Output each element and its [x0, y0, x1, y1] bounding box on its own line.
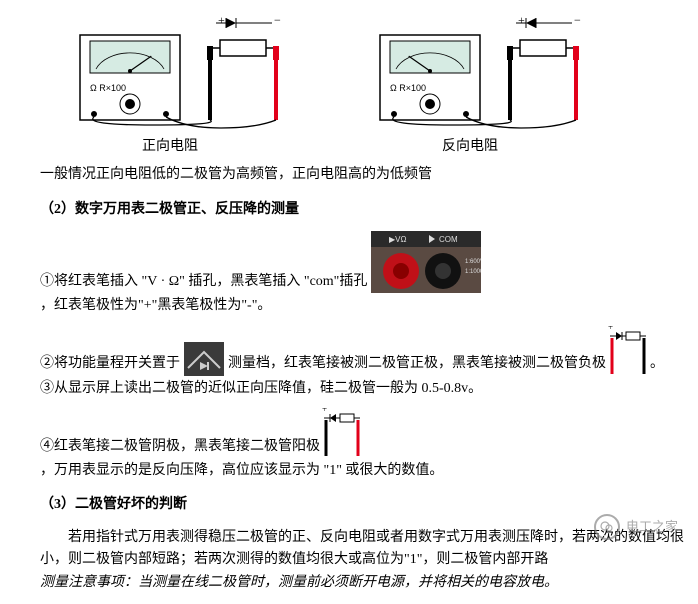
para3-1: 若用指针式万用表测得稳压二极管的正、反向电阻或者用数字式万用表测压降时，若两次的…	[40, 527, 688, 572]
watermark-text: 电工之家	[626, 517, 678, 538]
watermark: 电工之家	[594, 514, 678, 540]
step2-line: ②将功能量程开关置于 测量档，红表笔接被测二极管正极，黑表笔接被测二极管负极 +…	[40, 326, 688, 376]
figure-forward-caption: 正向电阻	[142, 136, 198, 158]
figure-forward: Ω R×100 + − 正向电阻	[50, 10, 290, 158]
step4-a: ④红表笔接二极管阴极，黑表笔接二极管阳极	[40, 436, 320, 458]
step2-a: ②将功能量程开关置于	[40, 353, 180, 375]
svg-text:−: −	[574, 13, 581, 27]
intro-text: 一般情况正向电阻低的二极管为高频管，正向电阻高的为低频管	[40, 164, 688, 186]
step1-b: ，红表笔极性为"+"黑表笔极性为"-"。	[40, 295, 271, 317]
svg-text:1:1000V: 1:1000V	[465, 269, 481, 275]
step3-line: ③从显示屏上读出二极管的近似正向压降值，硅二极管一般为 0.5-0.8v。	[40, 378, 688, 400]
svg-text:+: +	[608, 326, 613, 332]
probe-diagram-2: +	[322, 408, 362, 458]
svg-text:+: +	[518, 13, 525, 27]
step1-a: ①将红表笔插入 "V · Ω" 插孔，黑表笔插入 "com"插孔	[40, 271, 367, 293]
figures-row: Ω R×100 + − 正向电阻 Ω R×100 + − 反向电阻	[10, 10, 688, 158]
note: 测量注意事项：当测量在线二极管时，测量前必须断开电源，并将相关的电容放电。	[40, 572, 688, 594]
svg-text:COM: COM	[439, 235, 458, 244]
svg-text:1:600V: 1:600V	[465, 259, 481, 265]
step4-line: ④红表笔接二极管阴极，黑表笔接二极管阳极 + ，万用表显示的是反向压降，高位应该…	[40, 408, 688, 482]
svg-text:−: −	[274, 13, 281, 27]
figure-reverse: Ω R×100 + − 反向电阻	[350, 10, 590, 158]
step2-c: 。	[650, 353, 664, 375]
dial-photo	[184, 342, 224, 376]
svg-text:Ω R×100: Ω R×100	[90, 83, 126, 93]
probe-diagram-1: +	[608, 326, 648, 376]
meter-diagram-reverse: Ω R×100 + −	[350, 10, 590, 130]
figure-reverse-caption: 反向电阻	[442, 136, 498, 158]
svg-text:+: +	[218, 13, 225, 27]
meter-diagram-forward: Ω R×100 + −	[50, 10, 290, 130]
svg-text:Ω R×100: Ω R×100	[390, 83, 426, 93]
wechat-icon	[594, 514, 620, 540]
multimeter-jacks-photo: ▶VΩ COM 1:600V 1:1000V	[371, 231, 481, 293]
step1-line: ①将红表笔插入 "V · Ω" 插孔，黑表笔插入 "com"插孔 ▶VΩ COM 1…	[40, 231, 688, 317]
step2-b: 测量档，红表笔接被测二极管正极，黑表笔接被测二极管负极	[228, 353, 606, 375]
svg-text:+: +	[322, 408, 327, 414]
section2-title: （2）数字万用表二极管正、反压降的测量	[40, 199, 688, 221]
section3-title: （3）二极管好坏的判断	[40, 494, 688, 516]
svg-text:▶VΩ: ▶VΩ	[389, 235, 406, 244]
step4-b: ，万用表显示的是反向压降，高位应该显示为 "1" 或很大的数值。	[40, 460, 443, 482]
